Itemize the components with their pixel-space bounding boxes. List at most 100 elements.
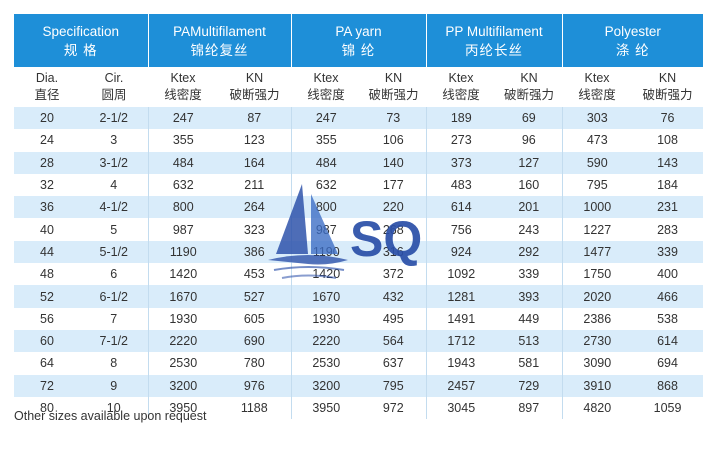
table-cell: 2457: [425, 374, 497, 397]
table-cell: 52: [14, 285, 80, 308]
sub-header-cn: 圆周: [101, 88, 127, 102]
sub-header-en: Ktex: [170, 71, 196, 85]
sub-header-en: Ktex: [448, 71, 474, 85]
table-cell: 564: [361, 329, 427, 353]
group-header-4: PP Multifilament 丙纶长丝: [426, 14, 563, 67]
table-cell: 87: [218, 107, 292, 130]
table-cell: 729: [496, 374, 563, 397]
group-header-en: PAMultifilament: [173, 23, 266, 39]
table-cell: 247: [290, 107, 362, 130]
table-cell: 972: [382, 401, 404, 415]
table-cell: 2386: [561, 307, 633, 330]
table-cell: 449: [518, 311, 540, 326]
table-cell: 3950: [147, 396, 219, 420]
table-row: 60 7-1/2 2220 690 2220 564 1712 513 2730 614: [14, 329, 704, 353]
table-cell: 453: [243, 267, 265, 282]
sub-header-row: Dia. 直径 Cir. 圆周 Ktex 线密度 KN 破断强力 Ktex 线密度 KN 破断强力 Kt…: [14, 67, 704, 107]
table-cell: 3950: [290, 396, 362, 420]
table-cell: 780: [243, 356, 265, 371]
table-cell: 268: [382, 222, 404, 237]
table-cell: 1281: [425, 285, 497, 308]
table-cell: 386: [218, 240, 292, 264]
table-cell: 432: [361, 285, 427, 308]
table-cell: 264: [218, 196, 292, 219]
table-cell: 69: [496, 107, 563, 130]
table-cell: 694: [657, 356, 678, 371]
table-cell: 48: [40, 267, 54, 282]
group-header-en: PP Multifilament: [445, 23, 543, 39]
table-cell: 211: [244, 178, 265, 193]
table-cell: 484: [290, 151, 362, 174]
table-cell: 106: [382, 133, 404, 148]
table-cell: 987: [290, 218, 362, 241]
table-cell: 2530: [147, 352, 219, 375]
table-cell: 273: [425, 129, 497, 152]
table-cell: 637: [382, 356, 404, 371]
table-cell: 76: [632, 107, 704, 130]
group-header-cn: 规 格: [63, 42, 98, 58]
table-cell: 632: [290, 173, 362, 197]
table-cell: 292: [496, 240, 563, 264]
table-cell: 1190: [147, 240, 219, 264]
sub-header-en: KN: [245, 71, 264, 85]
table-cell: 355: [147, 129, 219, 152]
table-cell: 924: [425, 240, 497, 264]
table-cell: 189: [425, 107, 497, 130]
table-cell: 3: [110, 133, 118, 148]
table-cell: 2730: [561, 329, 633, 353]
sub-header-en: Ktex: [313, 71, 339, 85]
table-cell: 3045: [425, 396, 497, 420]
sub-header-en: KN: [384, 71, 403, 85]
table-cell: 1670: [147, 285, 219, 308]
sub-header-3: Ktex 线密度: [148, 67, 219, 107]
group-header-row: Specification 规 格 PAMultifilament 锦纶复丝 PA ya…: [14, 14, 704, 67]
sub-header-9: Ktex 线密度: [562, 67, 633, 107]
group-header-cn: 锦纶复丝: [190, 42, 249, 58]
table-cell: 473: [561, 129, 633, 152]
table-row: 56 7 1930 605 1930 495 1491 449 2386 538: [14, 307, 703, 330]
sub-header-cn: 线密度: [578, 88, 616, 102]
table-cell: 795: [561, 173, 633, 197]
table-cell: 1092: [425, 263, 497, 286]
table-row: 36 4-1/2 800 264 800 220 614 201 1000 231: [14, 196, 704, 219]
sub-header-en: Dia.: [35, 71, 59, 85]
table-cell: 527: [218, 285, 292, 308]
table-cell: 373: [425, 151, 497, 174]
group-header-cn: 涤 纶: [615, 42, 650, 58]
table-cell: 372: [382, 267, 404, 282]
table-cell: 987: [147, 218, 219, 241]
sub-header-en: KN: [520, 71, 538, 85]
table-row: 40 5 987 323 987 268 756 243 1227 283: [14, 218, 703, 241]
table-cell: 614: [425, 196, 497, 219]
footnote: Other sizes available upon request: [14, 409, 207, 423]
table-cell: 177: [382, 178, 404, 193]
table-cell: 1477: [561, 240, 633, 264]
table-cell: 484: [147, 151, 219, 174]
table-cell: 756: [425, 218, 497, 241]
table-cell: 56: [40, 311, 54, 326]
table-body: 20 2-1/2 247 87 247 73 189 69 303 76 24 3 355 123 355 1…: [14, 107, 704, 420]
table-cell: 2220: [290, 329, 362, 353]
table-row: 32 4 632 211 632 177 483 160 795 184: [14, 173, 703, 197]
table-cell: 231: [632, 196, 704, 219]
table-cell: 1190: [290, 240, 362, 264]
table-cell: 20: [14, 107, 80, 130]
table-cell: 800: [290, 196, 362, 219]
table-cell: 3-1/2: [80, 151, 149, 174]
table-cell: 32: [40, 178, 54, 193]
table-cell: 605: [243, 311, 265, 326]
table-row: 28 3-1/2 484 164 484 140 373 127 590 143: [14, 151, 704, 174]
sub-header-7: Ktex 线密度: [426, 67, 497, 107]
table-cell: 868: [632, 374, 704, 397]
table-cell: 4: [110, 178, 118, 193]
table-cell: 10: [106, 401, 121, 415]
group-header-2: PAMultifilament 锦纶复丝: [148, 14, 292, 67]
table-cell: 140: [361, 151, 427, 174]
table-cell: 590: [561, 151, 633, 174]
spec-table: Specification 规 格 PAMultifilament 锦纶复丝 PA ya…: [14, 14, 704, 420]
table-cell: 1491: [425, 307, 497, 330]
sub-header-cn: 破断强力: [368, 88, 419, 102]
table-cell: 3910: [561, 374, 633, 397]
group-header-cn: 锦 纶: [341, 42, 376, 58]
sub-header-en: KN: [658, 71, 677, 85]
